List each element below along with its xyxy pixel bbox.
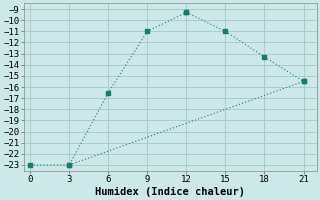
X-axis label: Humidex (Indice chaleur): Humidex (Indice chaleur) bbox=[95, 186, 245, 197]
